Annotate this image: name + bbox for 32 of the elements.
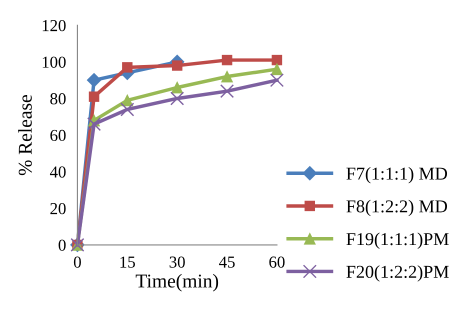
x-tick-label: 30 — [170, 256, 185, 268]
point — [170, 92, 184, 106]
point — [271, 63, 283, 76]
point — [220, 84, 234, 98]
y-tick-label: 100 — [42, 56, 66, 68]
y-tick-label: 60 — [50, 130, 66, 142]
point — [171, 82, 184, 94]
x-tick-label: 15 — [120, 256, 135, 268]
legend-label: F7(1:1:1) MD — [346, 167, 448, 184]
point — [222, 54, 232, 66]
legend-label: F20(1:2:2)PM — [346, 265, 449, 282]
point — [87, 117, 101, 132]
x-axis-title: Time(min) — [136, 274, 218, 292]
point — [270, 73, 284, 88]
point — [122, 62, 133, 73]
point — [172, 60, 182, 71]
point — [86, 72, 102, 88]
y-tick-label: 20 — [50, 202, 66, 214]
y-tick-label: 0 — [58, 240, 66, 251]
y-tick-label: 120 — [42, 20, 66, 32]
x-tick-label: 60 — [269, 256, 285, 268]
point — [272, 54, 282, 66]
legend-label: F19(1:1:1)PM — [346, 232, 449, 249]
x-tick-label: 0 — [74, 256, 81, 268]
legend-label: F8(1:2:2) MD — [346, 200, 448, 216]
y-axis-title: % Release — [18, 95, 32, 176]
x-tick-label: 45 — [219, 256, 235, 268]
y-tick-label: 40 — [50, 166, 66, 178]
point — [221, 70, 233, 82]
point — [120, 102, 134, 116]
point — [88, 91, 100, 102]
y-tick-label: 80 — [50, 93, 66, 104]
